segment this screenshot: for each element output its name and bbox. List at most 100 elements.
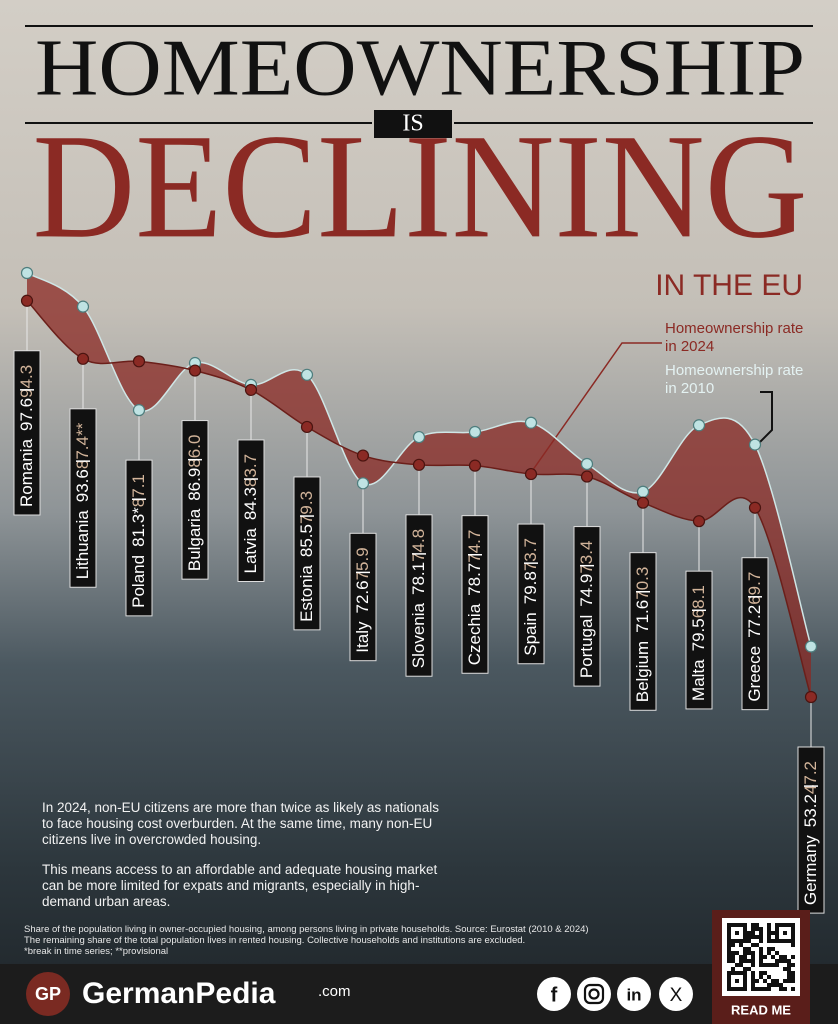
country-label: Bulgaria 86.986.0 xyxy=(181,370,209,580)
label-box xyxy=(573,526,601,687)
value-2024: 86.0 xyxy=(185,435,204,468)
connector-box xyxy=(374,110,452,138)
annotation-line xyxy=(757,391,773,445)
value-2010: 84.3 xyxy=(241,487,260,520)
value-2010: 78.1 xyxy=(409,562,428,595)
point xyxy=(20,294,34,307)
label-box xyxy=(461,515,489,674)
value-2024: 94.3 xyxy=(17,365,36,398)
country: Poland xyxy=(129,555,148,608)
label: Estonia 85.579.3 xyxy=(297,491,316,622)
country: Bulgaria xyxy=(185,508,204,571)
point xyxy=(804,640,818,653)
country-label: Czechia 78.774.7 xyxy=(461,465,489,674)
value-2024: 68.1 xyxy=(689,585,708,618)
point xyxy=(636,496,650,509)
label-box xyxy=(293,476,321,631)
point xyxy=(356,477,370,490)
legend-2024: Homeownership rate in 2024 xyxy=(665,320,804,355)
point xyxy=(20,266,34,280)
point xyxy=(636,485,650,498)
title-connector: IS xyxy=(402,111,423,137)
point xyxy=(580,470,594,483)
value-2010: 86.9 xyxy=(185,468,204,501)
value-2010: 78.7 xyxy=(465,563,484,596)
country-label: Lithuania 93.687.4** xyxy=(69,358,97,588)
country: Belgium xyxy=(633,641,652,702)
value-2010: 72.6 xyxy=(353,580,372,613)
note: This means access to an affordable and a… xyxy=(42,862,438,909)
footnote-line: Share of the population living in owner-… xyxy=(24,924,589,935)
value-2024: 87.1 xyxy=(129,474,148,507)
label: Malta 79.568.1 xyxy=(689,585,708,701)
country-label: Greece 77.269.7 xyxy=(741,507,769,711)
gap-fill xyxy=(27,273,811,697)
label-box xyxy=(517,523,545,665)
point xyxy=(412,430,426,444)
label-box xyxy=(629,552,657,711)
value-2010: 85.5 xyxy=(297,524,316,557)
point xyxy=(132,355,146,368)
label: Lithuania 93.687.4** xyxy=(73,422,92,579)
point xyxy=(524,416,538,429)
point xyxy=(244,383,258,397)
country-label: Portugal 74.973.4 xyxy=(573,476,601,687)
label: Latvia 84.383.7 xyxy=(241,454,260,574)
country: Malta xyxy=(689,659,708,701)
value-2010: 97.6 xyxy=(17,398,36,431)
country: Romania xyxy=(17,438,36,507)
annotation-line xyxy=(529,342,662,475)
point xyxy=(524,467,538,481)
subtitle: IN THE EU xyxy=(655,269,803,302)
footnote-line: *break in time series; **provisional xyxy=(24,946,169,957)
value-2010: 77.2 xyxy=(745,605,764,638)
label-box xyxy=(349,532,377,662)
footnote-line: The remaining share of the total populat… xyxy=(24,935,526,946)
point xyxy=(748,438,762,451)
country: Germany xyxy=(801,835,820,905)
legend-2010: Homeownership rate in 2010 xyxy=(665,362,804,397)
label-box xyxy=(125,459,153,617)
point xyxy=(356,449,370,462)
title-line2: DECLINING xyxy=(33,103,808,269)
country: Slovenia xyxy=(409,602,428,668)
country-label: Belgium 71.670.3 xyxy=(629,502,657,711)
point xyxy=(300,368,314,381)
value-2024: 73.7 xyxy=(521,538,540,571)
country-label: Germany 53.247.2 xyxy=(797,697,825,914)
point xyxy=(580,457,594,471)
footnote: Share of the population living in owner-… xyxy=(24,924,704,957)
note: In 2024, non-EU citizens are more than t… xyxy=(42,800,439,847)
point xyxy=(692,419,706,432)
value-2010: 74.9 xyxy=(577,574,596,607)
country: Italy xyxy=(353,621,372,653)
point xyxy=(76,300,90,313)
label-box xyxy=(797,746,825,914)
country: Spain xyxy=(521,612,540,655)
value-2024: 69.7 xyxy=(745,572,764,605)
value-2024: 75.9 xyxy=(353,547,372,580)
country-label: Italy 72.675.9 xyxy=(349,483,377,662)
value-2024: 47.2 xyxy=(801,761,820,794)
title-line1: HOMEOWNERSHIP xyxy=(35,24,805,112)
label: Greece 77.269.7 xyxy=(745,572,764,702)
series-line xyxy=(26,300,812,698)
label-box xyxy=(741,557,769,711)
point xyxy=(412,458,426,471)
value-2024: 74.7 xyxy=(465,530,484,563)
value-2010: 53.2 xyxy=(801,794,820,827)
label-box xyxy=(685,570,713,710)
value-2010: 71.6 xyxy=(633,600,652,633)
label-box xyxy=(13,350,41,516)
country: Greece xyxy=(745,646,764,702)
value-2010: 93.6 xyxy=(73,469,92,502)
point xyxy=(300,420,314,434)
point xyxy=(76,352,90,365)
value-2024: 73.4 xyxy=(577,541,596,574)
point xyxy=(804,690,818,704)
label-box xyxy=(181,420,209,580)
value-2024: 87.4** xyxy=(73,422,92,469)
point xyxy=(748,501,762,514)
country: Czechia xyxy=(465,603,484,665)
country-label: Malta 79.568.1 xyxy=(685,521,713,710)
